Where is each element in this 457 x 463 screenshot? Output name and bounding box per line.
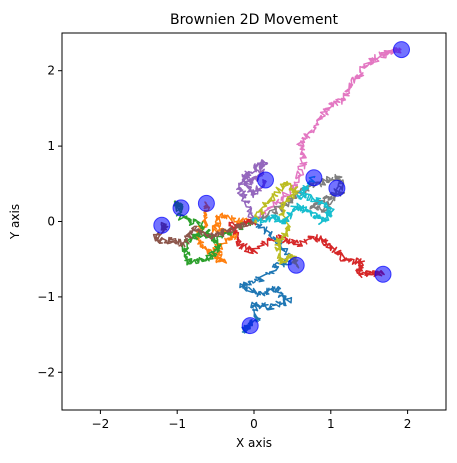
series-line-8 xyxy=(253,173,346,222)
x-tick-label: −1 xyxy=(168,417,186,431)
x-tick-label: 0 xyxy=(250,417,258,431)
x-axis-ticks: −2 −1 0 1 2 xyxy=(92,410,412,431)
series-line-5 xyxy=(236,159,269,224)
endpoint-marker-4 xyxy=(374,265,392,283)
endpoint-marker-5 xyxy=(257,171,274,189)
y-axis-ticks: −2 −1 0 1 2 xyxy=(37,64,62,379)
endpoint-marker-8 xyxy=(328,179,346,197)
y-tick-label: −2 xyxy=(37,365,55,379)
endpoint-marker-6 xyxy=(153,216,171,234)
x-tick-label: −2 xyxy=(92,417,110,431)
y-tick-label: −1 xyxy=(37,290,55,304)
chart-title: Brownien 2D Movement xyxy=(170,12,339,28)
x-tick-label: 2 xyxy=(404,417,412,431)
endpoint-marker-9 xyxy=(287,256,305,274)
endpoint-marker-3 xyxy=(172,199,190,217)
y-tick-label: 2 xyxy=(47,64,55,78)
endpoint-marker-1 xyxy=(241,317,259,335)
endpoint-marker-7 xyxy=(393,41,410,59)
series-line-10 xyxy=(251,175,335,225)
series-line-4 xyxy=(228,218,385,279)
x-tick-label: 1 xyxy=(327,417,335,431)
endpoint-marker-10 xyxy=(305,169,323,187)
y-axis-label: Y axis xyxy=(8,204,22,240)
y-tick-label: 0 xyxy=(47,215,55,229)
series-lines xyxy=(152,47,402,334)
endpoint-marker-2 xyxy=(197,194,215,212)
endpoint-markers xyxy=(153,41,410,335)
x-axis-label: X axis xyxy=(236,436,272,450)
y-tick-label: 1 xyxy=(47,139,55,153)
